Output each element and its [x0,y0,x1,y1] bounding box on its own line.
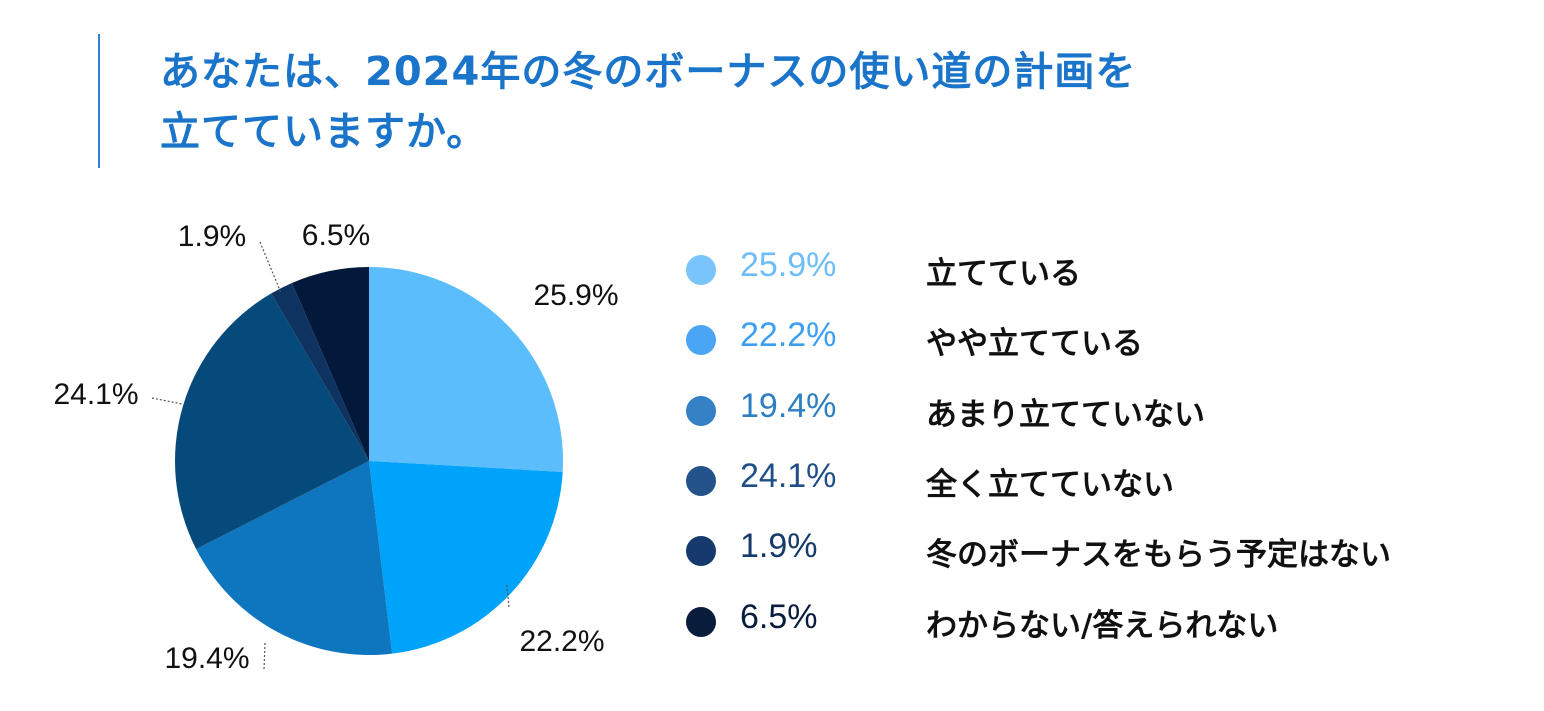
pie-slice [271,282,369,461]
slice-data-label: 1.9% [178,220,246,253]
legend-dot [686,396,716,426]
legend-dot [686,536,716,566]
legend-value: 22.2% [740,316,837,354]
legend-dot [686,607,716,637]
legend-dot [686,466,716,496]
legend-value: 1.9% [740,527,818,565]
chart-title: あなたは、2024年の冬のボーナスの使い道の計画を 立てていますか。 [160,42,1360,162]
pie-slice [369,267,563,472]
legend-label: 全く立てていない [926,467,1174,503]
legend-item: 25.9% 立てている [686,238,1506,298]
leader-line [263,642,266,671]
slice-data-label: 19.4% [164,642,249,675]
slice-data-label: 25.9% [533,279,618,312]
legend-item: 22.2% やや立てている [686,308,1506,368]
leader-line [259,241,282,294]
legend-label: わからない/答えられない [926,608,1279,644]
legend-label: 立てている [926,256,1081,292]
legend-value: 19.4% [740,387,837,425]
pie-slice [196,461,393,655]
legend-item: 19.4% あまり立てていない [686,379,1506,439]
legend-value: 6.5% [740,598,818,636]
legend-item: 6.5% わからない/答えられない [686,590,1506,650]
legend-dot [686,255,716,285]
title-accent-bar [98,34,100,168]
legend-label: 冬のボーナスをもらう予定はない [926,537,1391,573]
legend-label: やや立てている [926,326,1143,362]
pie-slice [291,267,369,461]
title-line-1: あなたは、2024年の冬のボーナスの使い道の計画を [160,49,1137,95]
legend-value: 24.1% [740,457,837,495]
legend-value: 25.9% [740,246,837,284]
legend-item: 24.1% 全く立てていない [686,449,1506,509]
legend-item: 1.9% 冬のボーナスをもらう予定はない [686,519,1506,579]
slice-data-label: 6.5% [302,219,370,252]
legend-label: あまり立てていない [926,397,1205,433]
title-line-2: 立てていますか。 [160,109,488,155]
slice-data-label: 24.1% [53,378,138,411]
pie-slice [175,293,369,550]
pie-slice [369,461,563,654]
leader-line [151,397,183,405]
pie-chart: 25.9% 22.2% 19.4% 24.1% 1.9% 6.5% [53,219,618,675]
legend-dot [686,325,716,355]
slice-data-label: 22.2% [519,625,604,658]
